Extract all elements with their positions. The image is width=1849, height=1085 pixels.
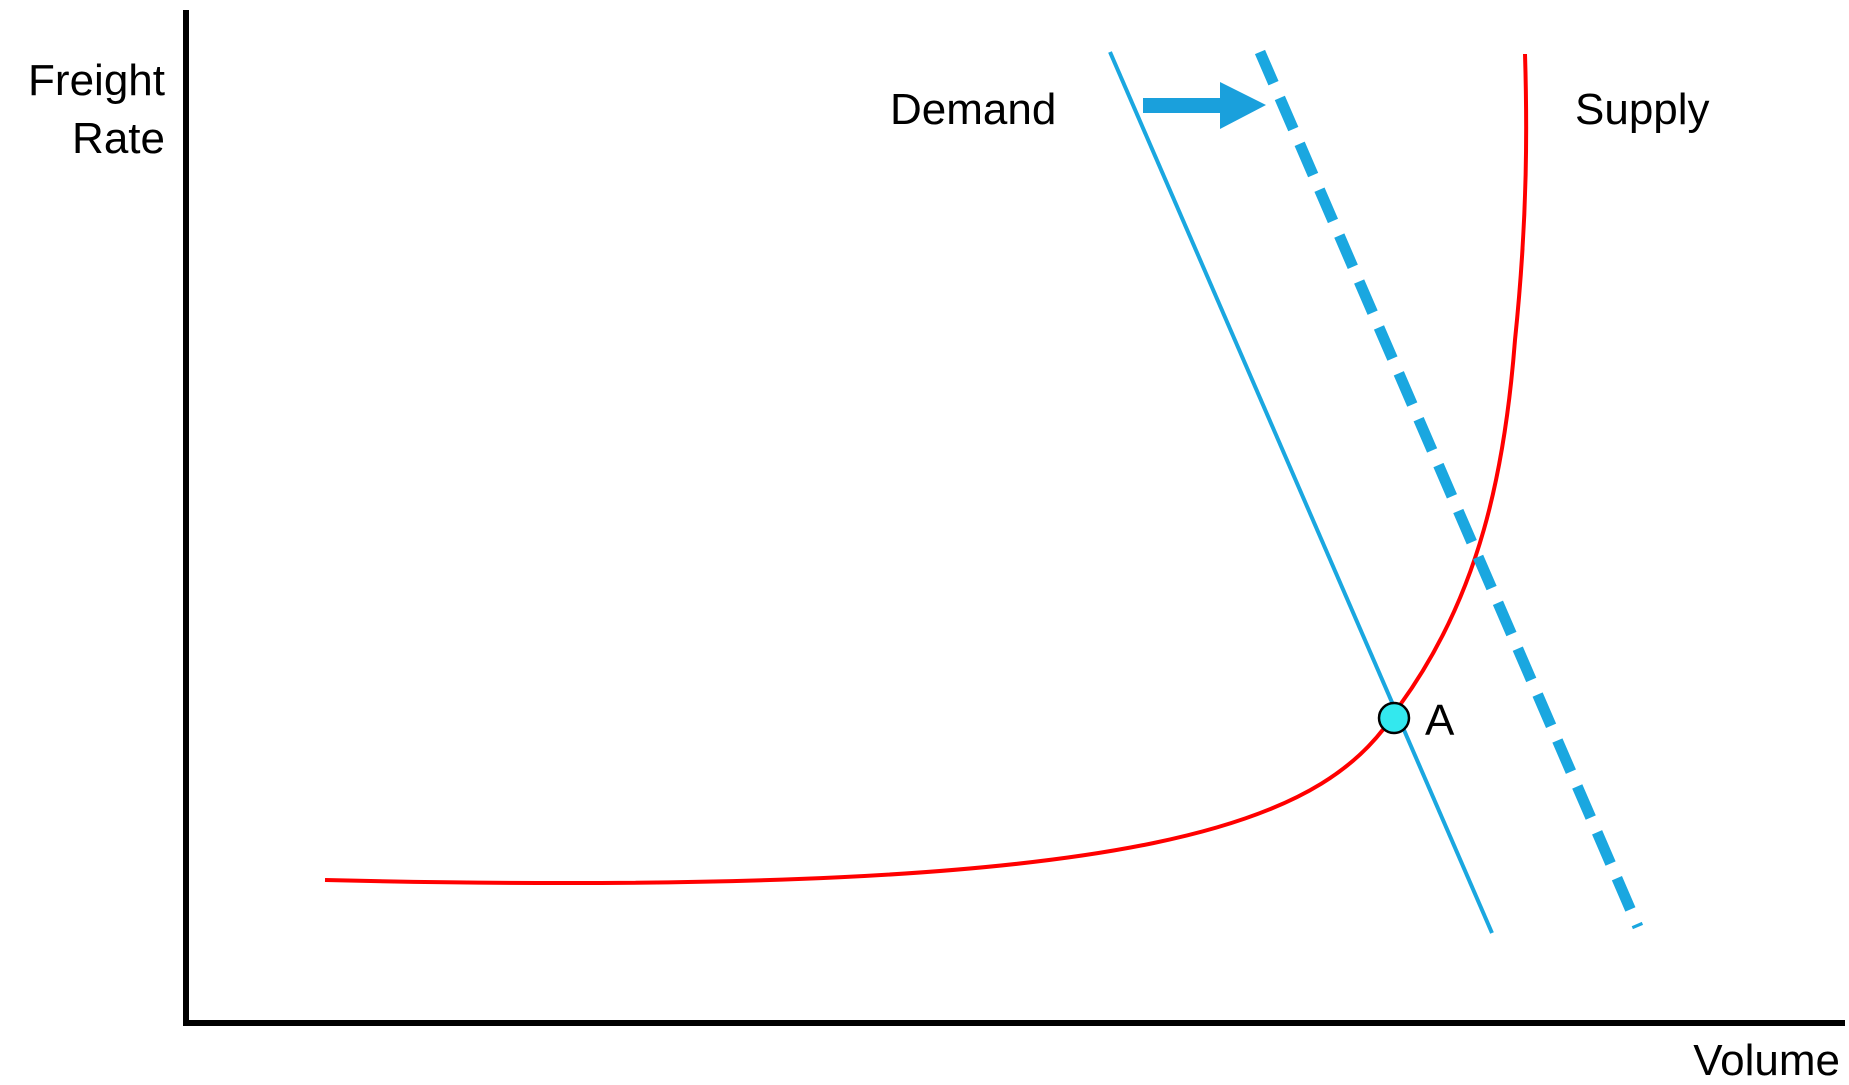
- demand-line: [1108, 51, 1494, 934]
- demand-label: Demand: [890, 85, 1056, 134]
- x-axis-label: Volume: [1693, 1036, 1840, 1085]
- supply-curve: [324, 53, 1529, 886]
- demand-shifted-line: [1254, 49, 1644, 930]
- equilibrium-point-a: [1377, 701, 1411, 735]
- demand-shift-arrow: [1143, 82, 1266, 129]
- y-axis-label-line1: Freight: [28, 56, 165, 105]
- supply-label: Supply: [1575, 85, 1710, 134]
- point-a-label: A: [1425, 696, 1455, 745]
- y-axis-label-line2: Rate: [72, 114, 165, 163]
